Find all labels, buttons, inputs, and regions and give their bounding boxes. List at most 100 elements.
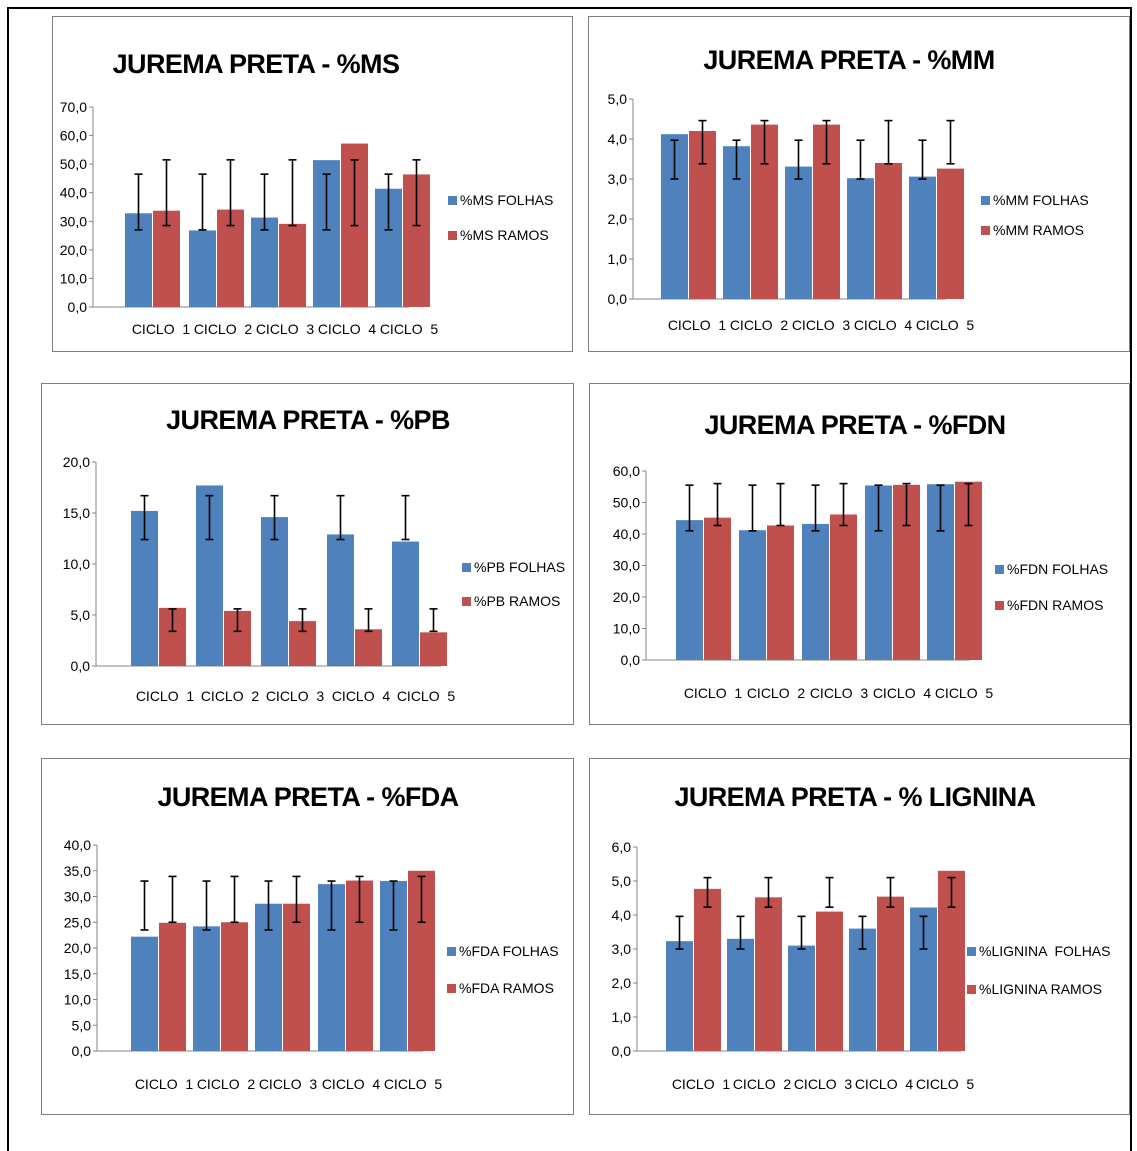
bar-folhas (666, 941, 693, 1051)
error-bar (918, 139, 927, 180)
error-bar (776, 482, 785, 527)
x-category-label: CICLO 2 (730, 317, 789, 333)
chart-panel-pb: JUREMA PRETA - %PB 0,0 5,0 10,0 15,0 20,0 CICL… (41, 383, 574, 725)
x-category-label: CICLO 5 (935, 685, 994, 701)
y-tick-label: 0,0 (621, 652, 641, 668)
error-bar (134, 173, 143, 231)
y-tick-label: 70,0 (60, 99, 87, 115)
bar-folhas (676, 520, 703, 660)
error-bar (764, 876, 773, 908)
legend-swatch (995, 565, 1004, 574)
chart-title: JUREMA PRETA - %MS (113, 49, 400, 79)
error-bar (202, 880, 211, 931)
error-bar (140, 494, 149, 541)
error-bar (168, 608, 177, 633)
legend-label: %MS RAMOS (460, 227, 549, 243)
error-bar (822, 119, 831, 165)
chart-panel-ms: JUREMA PRETA - %MS 0,0 10,0 20,0 30,0 40,0 50,… (52, 16, 573, 352)
x-category-label: CICLO 2 (747, 685, 806, 701)
y-tick-label: 6,0 (612, 839, 632, 855)
bar-ramos (877, 896, 904, 1051)
legend-swatch (967, 985, 976, 994)
error-bar (384, 173, 393, 231)
bar-folhas (261, 517, 288, 666)
legend-swatch (981, 196, 990, 205)
x-category-label: CICLO 3 (792, 317, 851, 333)
y-tick-label: 10,0 (613, 621, 640, 637)
error-bar (947, 876, 956, 908)
error-bar (936, 484, 945, 532)
y-tick-label: 50,0 (613, 495, 640, 511)
bar-ramos (767, 525, 794, 660)
x-category-label: CICLO 4 (854, 317, 913, 333)
y-tick-label: 20,0 (613, 589, 640, 605)
error-bar (825, 876, 834, 908)
legend-label: %PB FOLHAS (474, 559, 565, 575)
error-bar (355, 875, 364, 924)
bar-folhas (392, 541, 419, 666)
error-bar (198, 173, 207, 231)
bar-folhas (189, 230, 216, 307)
x-category-label: CICLO 3 (266, 688, 325, 704)
bar-ramos (816, 911, 843, 1051)
legend-swatch (448, 196, 457, 205)
error-bar (839, 482, 848, 527)
legend-swatch (981, 226, 990, 235)
bar-ramos (221, 922, 248, 1051)
error-bar (226, 159, 235, 227)
bar-folhas (847, 178, 874, 299)
chart-svg-mm: JUREMA PRETA - %MM 0,0 1,0 2,0 3,0 4,0 5,0 CICL… (608, 45, 1089, 333)
y-tick-label: 10,0 (60, 270, 87, 286)
y-tick-label: 1,0 (612, 1009, 632, 1025)
chart-title: JUREMA PRETA - %FDN (704, 410, 1005, 440)
error-bar (364, 608, 373, 633)
legend-label: %FDA RAMOS (459, 980, 554, 996)
error-bar (797, 915, 806, 950)
y-tick-label: 5,0 (608, 91, 628, 107)
y-tick-label: 60,0 (60, 128, 87, 144)
error-bar (327, 880, 336, 931)
chart-title: JUREMA PRETA - %PB (166, 405, 450, 435)
y-tick-label: 15,0 (64, 966, 91, 982)
x-category-label: CICLO 1 (672, 1076, 731, 1092)
error-bar (886, 876, 895, 908)
x-category-label: CICLO 1 (668, 317, 727, 333)
y-tick-label: 0,0 (68, 299, 88, 315)
legend-swatch (462, 597, 471, 606)
chart-panel-fda: JUREMA PRETA - %FDA 0,0 5,0 10,0 15,0 20,0 25,… (41, 758, 574, 1115)
x-category-label: CICLO 4 (322, 1076, 381, 1092)
y-tick-label: 5,0 (612, 873, 632, 889)
x-category-label: CICLO 4 (873, 685, 932, 701)
x-category-label: CICLO 3 (259, 1076, 318, 1092)
x-category-label: CICLO 3 (256, 321, 315, 337)
y-tick-label: 1,0 (608, 251, 628, 267)
x-category-label: CICLO 2 (197, 1076, 256, 1092)
legend-label: %MM FOLHAS (993, 192, 1089, 208)
y-tick-label: 4,0 (612, 907, 632, 923)
x-category-label: CICLO 1 (136, 688, 195, 704)
y-tick-label: 40,0 (64, 837, 91, 853)
legend-swatch (995, 601, 1004, 610)
error-bar (140, 880, 149, 931)
error-bar (288, 159, 297, 227)
bar-ramos (755, 897, 782, 1051)
error-bar (389, 880, 398, 931)
bar-ramos (283, 903, 310, 1051)
error-bar (874, 484, 883, 532)
y-tick-label: 0,0 (608, 291, 628, 307)
error-bar (233, 608, 242, 633)
chart-panel-fdn: JUREMA PRETA - %FDN 0,0 10,0 20,0 30,0 40,0 50… (589, 383, 1130, 725)
x-category-label: CICLO 2 (733, 1076, 792, 1092)
y-tick-label: 3,0 (608, 171, 628, 187)
bar-folhas (909, 176, 936, 299)
error-bar (322, 173, 331, 231)
error-bar (919, 915, 928, 950)
bar-folhas (131, 936, 158, 1051)
error-bar (168, 875, 177, 924)
error-bar (401, 494, 410, 541)
x-category-label: CICLO 1 (135, 1076, 194, 1092)
chart-panel-lig: JUREMA PRETA - % LIGNINA 0,0 1,0 2,0 3,0 4,0 5… (589, 758, 1130, 1115)
bar-folhas (251, 217, 278, 307)
y-tick-label: 30,0 (60, 213, 87, 229)
bar-ramos (704, 517, 731, 660)
